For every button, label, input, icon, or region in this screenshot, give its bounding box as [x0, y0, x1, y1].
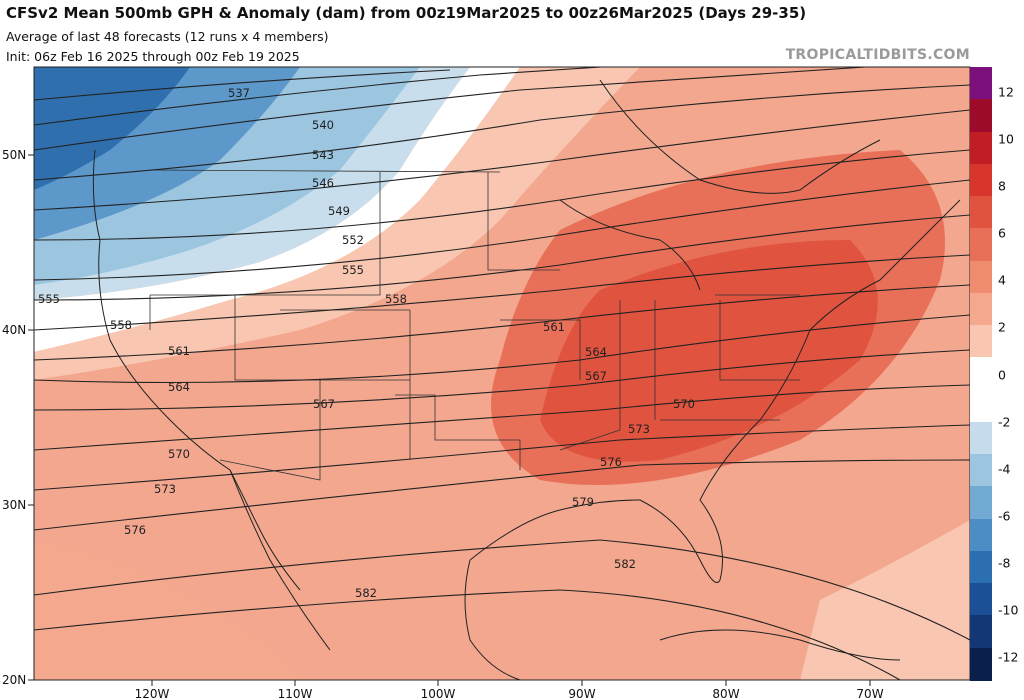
lat-label: 50N — [2, 148, 26, 162]
longitude-axis: 120W 110W 100W 90W 80W 70W — [135, 680, 884, 700]
colorbar-label: 2 — [998, 319, 1006, 335]
coastline — [92, 79, 961, 680]
contour-labels: 537 540 543 546 549 552 555 555 558 558 … — [38, 86, 695, 600]
contour-label: 564 — [168, 380, 190, 394]
colorbar-segment — [970, 357, 992, 391]
contour-label: 552 — [342, 233, 364, 247]
map-title: CFSv2 Mean 500mb GPH & Anomaly (dam) fro… — [6, 4, 807, 22]
map-subtitle-init: Init: 06z Feb 16 2025 through 00z Feb 19… — [6, 49, 300, 64]
colorbar-label: 0 — [998, 367, 1006, 382]
colorbar-segment — [970, 615, 992, 649]
contour-lines — [34, 67, 970, 680]
colorbar-segment — [970, 196, 992, 230]
colorbar-segment — [970, 325, 992, 359]
colorbar-segment — [970, 260, 992, 294]
colorbar-segment — [970, 292, 992, 326]
lat-label: 30N — [2, 498, 26, 512]
anomaly-field — [34, 67, 970, 680]
colorbar-segment — [970, 550, 992, 584]
colorbar-segment — [970, 454, 992, 488]
contour-label: 570 — [673, 397, 695, 411]
contour-label: 576 — [600, 455, 622, 469]
lon-label: 120W — [135, 687, 170, 700]
map-subtitle-forecasts: Average of last 48 forecasts (12 runs x … — [6, 29, 329, 44]
credit-watermark: TROPICALTIDBITS.COM — [785, 47, 970, 63]
colorbar-segment — [970, 647, 992, 681]
contour-label: 582 — [614, 557, 636, 571]
contour-label: 573 — [154, 482, 176, 496]
colorbar-segment — [970, 583, 992, 617]
lon-label: 90W — [568, 687, 595, 700]
lon-label: 80W — [712, 687, 739, 700]
contour-label: 576 — [124, 523, 146, 537]
latitude-axis: 50N 40N 30N 20N — [2, 148, 34, 687]
contour-label: 555 — [342, 263, 364, 277]
colorbar-segment — [970, 163, 992, 197]
colorbar-label: 4 — [998, 272, 1006, 288]
anomaly-colorbar — [970, 67, 992, 681]
lat-label: 20N — [2, 673, 26, 687]
contour-label: 573 — [628, 422, 650, 436]
colorbar-label: -2 — [998, 414, 1011, 430]
colorbar-segment — [970, 486, 992, 520]
colorbar-label: 8 — [998, 178, 1006, 194]
contour-label: 558 — [385, 292, 407, 306]
colorbar-segment — [970, 99, 992, 133]
colorbar-label: -4 — [998, 461, 1011, 477]
colorbar-label: -8 — [998, 555, 1011, 571]
contour-label: 567 — [313, 397, 335, 411]
colorbar-segment — [970, 389, 992, 423]
colorbar-label: -10 — [998, 602, 1019, 618]
contour-label: 558 — [110, 318, 132, 332]
contour-label: 561 — [543, 320, 565, 334]
contour-label: 543 — [312, 148, 334, 162]
colorbar-segment — [970, 421, 992, 455]
contour-label: 582 — [355, 586, 377, 600]
colorbar-label: 10 — [998, 131, 1014, 147]
contour-label: 540 — [312, 118, 334, 132]
contour-label: 537 — [228, 86, 250, 100]
colorbar-segment — [970, 228, 992, 262]
colorbar-segment — [970, 518, 992, 552]
contour-label: 579 — [572, 495, 594, 509]
colorbar-label: 6 — [998, 225, 1006, 241]
lon-label: 110W — [278, 687, 313, 700]
contour-label: 546 — [312, 176, 334, 190]
contour-label: 570 — [168, 447, 190, 461]
contour-label: 564 — [585, 345, 607, 359]
colorbar-segment — [970, 131, 992, 165]
colorbar-label: -12 — [998, 649, 1019, 665]
contour-label: 567 — [585, 369, 607, 383]
colorbar-label: 12 — [998, 84, 1014, 100]
contour-label: 555 — [38, 292, 60, 306]
colorbar-segment — [970, 67, 992, 100]
contour-label: 549 — [328, 204, 350, 218]
contour-label: 561 — [168, 344, 190, 358]
lon-label: 100W — [421, 687, 456, 700]
lon-label: 70W — [856, 687, 883, 700]
state-border — [149, 169, 800, 481]
colorbar-label: -6 — [998, 508, 1011, 524]
lat-label: 40N — [2, 323, 26, 337]
